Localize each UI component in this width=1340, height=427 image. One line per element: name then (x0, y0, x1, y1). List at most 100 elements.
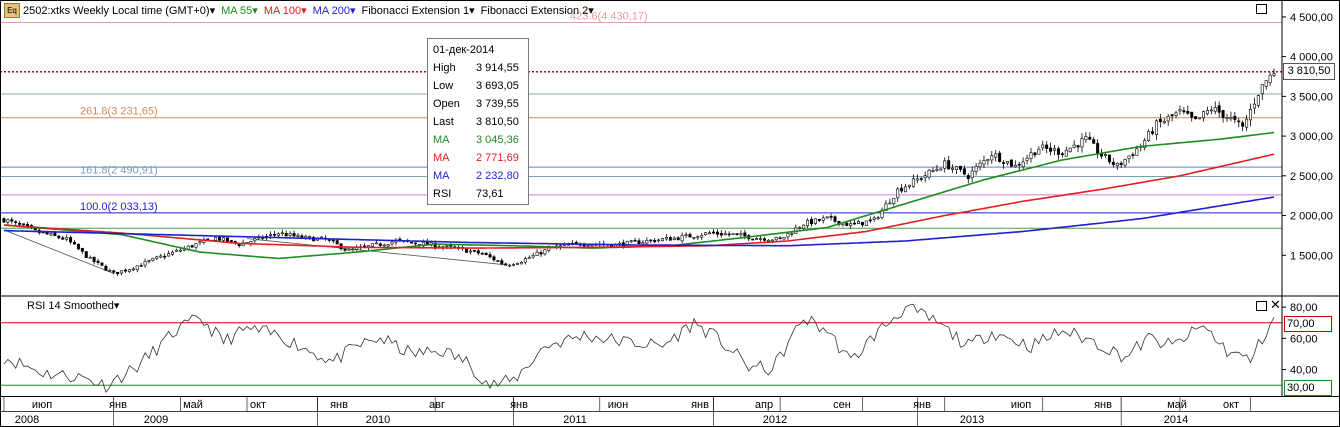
price-tick-label: 4 000,00 (1290, 52, 1333, 64)
candle-body (167, 253, 171, 257)
month-label: сен (833, 399, 851, 411)
last-price-label: 3 810,50 (1283, 63, 1335, 80)
month-label: июп (1011, 399, 1031, 411)
tooltip-row-ma55: MA 3 045,36 (433, 134, 519, 146)
candle-body (468, 250, 472, 253)
candle-body (508, 264, 512, 267)
candle-body (198, 241, 202, 244)
candle-body (907, 184, 911, 187)
candle-body (108, 269, 112, 272)
candle-body (374, 242, 378, 245)
ma100-toggle[interactable]: MA 100▾ (263, 4, 307, 17)
candle-body (692, 236, 696, 239)
month-label: авг (429, 399, 445, 411)
candle-body (1096, 143, 1100, 154)
candle-body (1123, 159, 1127, 166)
candle-body (1143, 140, 1147, 149)
price-tick-label: 2 500,00 (1290, 171, 1333, 183)
chart-header: Eq 2502:xtks Weekly Local time (GMT+0)▾ … (0, 0, 594, 20)
candle-body (1021, 161, 1025, 168)
candle-body (1158, 118, 1162, 123)
candle-body (80, 247, 84, 252)
fib-extension-2-toggle[interactable]: Fibonacci Extension 2▾ (480, 4, 594, 17)
tooltip-row: Low 3 693,05 (433, 80, 519, 92)
candle-body (1174, 112, 1178, 116)
ma55-toggle[interactable]: MA 55▾ (221, 4, 258, 17)
fibonacci-levels (0, 21, 1282, 229)
rsi-panel-title[interactable]: RSI 14 Smoothed▾ (27, 300, 120, 312)
rsi-close-icon[interactable]: ✕ (1270, 297, 1281, 312)
tooltip-row-rsi: RSI 73,61 (433, 188, 504, 200)
ma200-toggle[interactable]: MA 200▾ (312, 4, 356, 17)
candle-body (88, 256, 92, 259)
candle-body (351, 248, 355, 251)
candle-body (206, 238, 210, 241)
candle-body (790, 233, 794, 235)
fib-level-label: 423.6(4 430,17) (570, 10, 648, 22)
tooltip-row: Last 3 810,50 (433, 116, 519, 128)
symbol-title[interactable]: 2502:xtks Weekly Local time (GMT+0)▾ (23, 4, 216, 17)
candle-body (649, 239, 653, 242)
candle-body (676, 237, 680, 241)
month-label: янв (330, 399, 348, 411)
candle-body (727, 233, 731, 236)
candle-body (1013, 164, 1017, 168)
candle-body (915, 178, 919, 181)
fib-extension-1-toggle[interactable]: Fibonacci Extension 1▾ (361, 4, 475, 17)
candle-body (653, 240, 657, 243)
data-tooltip: 01-дек-2014 High 3 914,55 Low 3 693,05 Ope… (427, 38, 529, 205)
candle-body (951, 167, 955, 170)
candle-body (688, 234, 692, 238)
candle-body (990, 155, 994, 161)
candle-body (22, 223, 26, 226)
candle-body (1256, 95, 1260, 106)
ma-100-line (3, 153, 1275, 249)
tooltip-date: 01-дек-2014 (433, 44, 495, 56)
candle-body (735, 233, 739, 235)
candle-body (1088, 136, 1092, 140)
equity-icon[interactable]: Eq (4, 2, 20, 18)
candle-body (966, 175, 970, 180)
candle-body (974, 166, 978, 172)
candle-body (1154, 120, 1158, 135)
candle-body (178, 249, 182, 252)
candle-body (892, 197, 896, 205)
rsi-maximize-icon[interactable] (1256, 301, 1267, 311)
candle-body (116, 271, 120, 275)
candle-body (127, 269, 131, 272)
price-tick-label: 4 500,00 (1290, 12, 1333, 24)
candle-body (131, 268, 135, 271)
candle-body (1260, 84, 1264, 95)
candle-body (386, 244, 390, 247)
maximize-icon[interactable] (1256, 4, 1267, 14)
candle-body (958, 165, 962, 170)
candle-body (1135, 148, 1139, 156)
year-label: 2011 (563, 414, 587, 426)
candle-body (370, 243, 374, 247)
candle-body (723, 233, 727, 236)
candle-body (253, 238, 257, 242)
candle-body (641, 242, 645, 245)
candle-body (1233, 115, 1237, 120)
rsi-series (0, 303, 1282, 393)
candle-body (1186, 110, 1190, 114)
candle-body (225, 237, 229, 242)
candle-body (798, 227, 802, 229)
ma-200-line (3, 196, 1275, 247)
year-label: 2008 (15, 414, 39, 426)
candle-body (1127, 155, 1131, 159)
candle-body (272, 234, 276, 236)
candle-body (18, 223, 22, 225)
candle-body (61, 237, 65, 240)
moving-average-series (3, 131, 1275, 260)
candle-body (1025, 157, 1029, 161)
price-tick-label: 1 500,00 (1290, 250, 1333, 262)
candle-body (806, 219, 810, 227)
candle-body (531, 254, 535, 258)
candle-body (711, 231, 715, 234)
candle-body (343, 249, 347, 251)
candle-body (500, 260, 504, 264)
candle-body (962, 168, 966, 175)
